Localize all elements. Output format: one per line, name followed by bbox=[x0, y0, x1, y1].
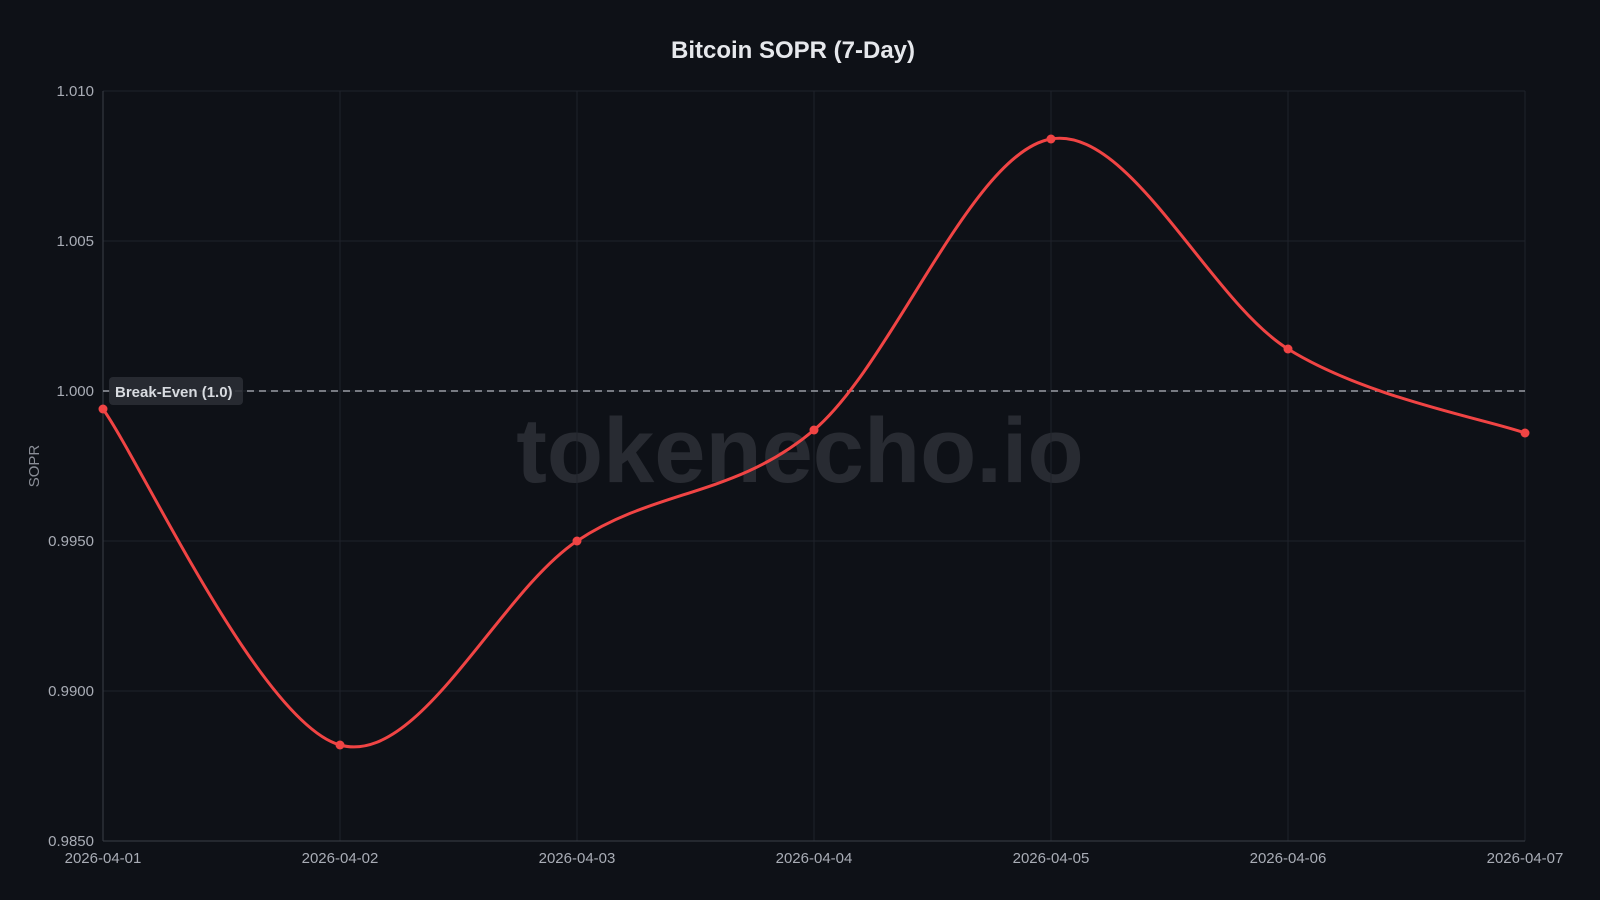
y-tick-label: 0.9850 bbox=[48, 833, 94, 850]
x-tick-label: 2026-04-06 bbox=[1250, 850, 1327, 867]
x-tick-label: 2026-04-07 bbox=[1487, 850, 1564, 867]
data-point bbox=[98, 404, 108, 414]
data-point bbox=[1520, 428, 1530, 438]
y-tick-label: 1.010 bbox=[56, 83, 94, 100]
watermark: tokenecho.io bbox=[516, 400, 1083, 502]
series bbox=[98, 134, 1530, 750]
y-tick-label: 0.9900 bbox=[48, 683, 94, 700]
data-point bbox=[335, 740, 345, 750]
x-tick-label: 2026-04-05 bbox=[1013, 850, 1090, 867]
data-point bbox=[1283, 344, 1293, 354]
x-tick-label: 2026-04-02 bbox=[302, 850, 379, 867]
x-tick-label: 2026-04-04 bbox=[776, 850, 853, 867]
y-axis-label: SOPR bbox=[26, 445, 43, 488]
x-tick-label: 2026-04-01 bbox=[65, 850, 142, 867]
chart-title: Bitcoin SOPR (7-Day) bbox=[671, 37, 915, 64]
data-point bbox=[572, 536, 582, 546]
x-tick-label: 2026-04-03 bbox=[539, 850, 616, 867]
data-point bbox=[1046, 134, 1056, 144]
break-even-label: Break-Even (1.0) bbox=[115, 384, 233, 401]
data-point bbox=[809, 425, 819, 435]
y-tick-label: 1.000 bbox=[56, 383, 94, 400]
y-tick-label: 0.9950 bbox=[48, 533, 94, 550]
y-tick-label: 1.005 bbox=[56, 233, 94, 250]
break-even-line: Break-Even (1.0) bbox=[103, 377, 1525, 405]
break-even-label-box bbox=[109, 377, 243, 405]
grid bbox=[102, 90, 1526, 842]
axes: 1.0101.0051.0000.99500.99000.98502026-04… bbox=[48, 83, 1563, 867]
